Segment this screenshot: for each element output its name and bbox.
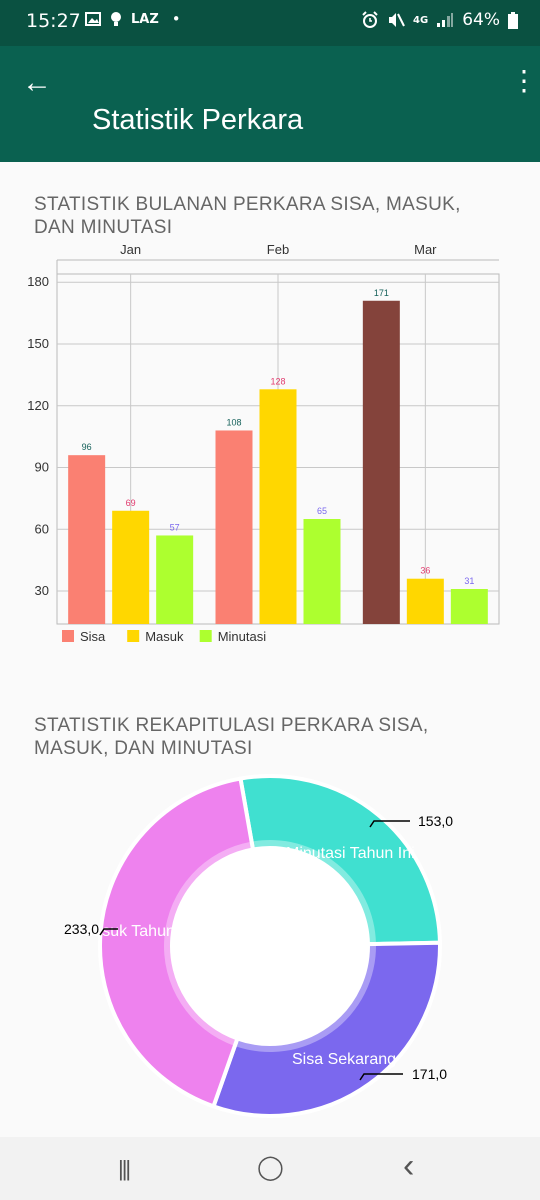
bar-value-label: 96 [82,442,92,452]
donut-hole [172,848,368,1044]
bar-masuk-feb [259,389,297,624]
status-bar: 15:27 LAZ • 4G 64% [0,0,540,46]
y-tick-label: 90 [35,460,49,475]
slice-value-label: 233,0 [64,921,99,937]
battery-percent: 64% [462,10,500,30]
bar-value-label: 36 [420,566,430,576]
slice-label: Minutasi Tahun Ini [286,845,415,862]
y-tick-label: 180 [27,274,49,289]
slice-value-label: 153,0 [418,813,453,829]
overflow-menu-icon[interactable]: ⋮ [510,65,538,96]
y-tick-label: 120 [27,398,49,413]
slice-value-label: 171,0 [412,1066,447,1082]
mute-icon [389,13,405,27]
bar-value-label: 69 [126,498,136,508]
status-left-icons: LAZ • [85,10,181,28]
carrier-text: LAZ [131,11,159,27]
recent-apps-icon[interactable]: ||| [118,1156,131,1181]
legend-swatch-minutasi [199,630,212,642]
x-tick-label: Mar [414,242,437,257]
battery-icon [508,11,518,29]
signal-icon [437,13,454,27]
bar-masuk-mar [406,578,444,624]
donut-slice [210,940,442,1118]
leader-line [359,1073,403,1081]
leader-line [369,820,410,828]
pie-chart-title: STATISTIK REKAPITULASI PERKARA SISA, MAS… [34,715,429,759]
bar-value-label: 57 [170,522,180,532]
y-tick-label: 150 [27,336,49,351]
bar-value-label: 31 [464,576,474,586]
slice-label: Masuk Tahun Ini [80,923,196,940]
bar-minutasi-mar [450,589,488,624]
home-icon[interactable]: ◯ [257,1154,284,1181]
bar-value-label: 171 [374,288,389,298]
bar-value-label: 108 [226,417,241,427]
content-area[interactable]: STATISTIK BULANAN PERKARA SISA, MASUK, D… [0,162,540,1137]
page-title: Statistik Perkara [92,104,304,136]
x-tick-label: Feb [267,242,289,257]
bulb-icon [111,12,121,26]
donut-slice-inner-ring [163,841,253,1046]
bar-minutasi-jan [156,535,194,624]
slice-label: Sisa Sekarang [292,1051,396,1068]
bar-sisa-jan [68,455,106,624]
bar-sisa-feb [215,430,253,624]
bar-masuk-jan [112,510,150,624]
bar-chart-title: STATISTIK BULANAN PERKARA SISA, MASUK, D… [34,194,461,238]
alarm-icon [362,11,378,28]
legend-swatch-sisa [62,630,74,642]
bar-minutasi-feb [303,519,341,624]
y-tick-label: 60 [35,521,49,536]
legend-label-sisa: Sisa [80,629,106,642]
leader-line [99,928,118,936]
status-time: 15:27 [26,10,81,32]
status-right-icons: 4G 64% [361,10,518,30]
notification-dot: • [171,10,181,28]
navigation-bar: ||| ◯ ‹ [0,1137,540,1200]
app-bar: ← Statistik Perkara ⋮ [0,46,540,162]
legend-label-masuk: Masuk [145,629,184,642]
image-icon [85,12,101,26]
bar-value-label: 128 [270,376,285,386]
network-type: 4G [413,14,429,26]
legend-swatch-masuk [127,630,140,642]
nav-back-icon[interactable]: ‹ [403,1147,415,1185]
bar-value-label: 65 [317,506,327,516]
x-tick-label: Jan [120,242,141,257]
legend-label-minutasi: Minutasi [218,629,267,642]
bar-sisa-mar [362,300,400,624]
y-tick-label: 30 [35,583,49,598]
back-arrow-icon[interactable]: ← [22,66,52,99]
bar-chart: 30 60 90 120 150 180 Jan Feb Mar 96 108 171 69 128 36 5… [27,242,500,642]
